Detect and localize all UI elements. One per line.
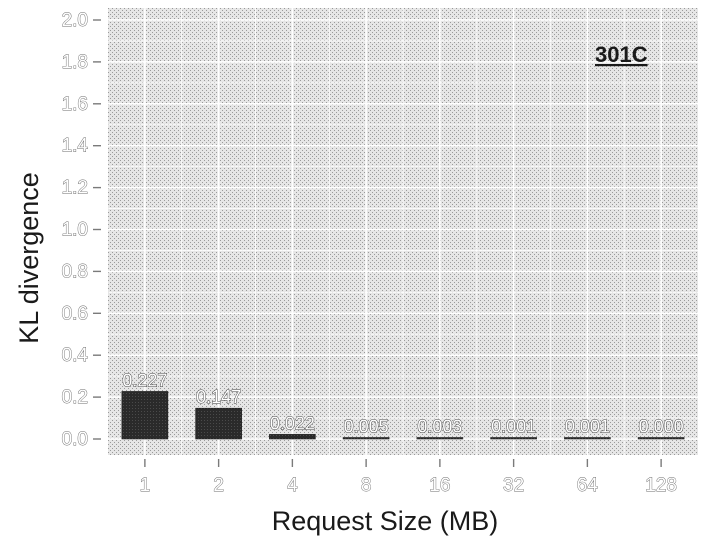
- grid-lines: [108, 8, 698, 455]
- x-tick-label: 8: [361, 475, 372, 496]
- data-label-2: 0.147: [196, 387, 241, 407]
- x-tick-label: 128: [645, 475, 677, 496]
- y-tick-label: 1.0: [62, 220, 88, 241]
- x-axis: 1 2 4 8 16 32 64 128: [139, 459, 677, 496]
- bar-2: [195, 407, 242, 440]
- bars: [121, 391, 685, 440]
- bar-4: [269, 434, 316, 440]
- x-tick-label: 4: [287, 475, 298, 496]
- y-axis-title: KL divergence: [14, 172, 44, 344]
- data-label-32: 0.001: [491, 417, 536, 437]
- data-label-8: 0.005: [344, 417, 389, 437]
- y-axis: 0.0 0.2 0.4 0.6 0.8 1.0 1.2 1.4 1.6 1.8 2.0: [61, 10, 101, 450]
- y-tick-label: 0.8: [62, 261, 88, 282]
- x-tick-label: 1: [140, 475, 151, 496]
- y-tick-label: 0.0: [62, 429, 88, 450]
- bar-32: [490, 437, 537, 440]
- x-tick-label: 32: [503, 475, 524, 496]
- bar-8: [342, 437, 390, 440]
- data-label-1: 0.227: [122, 370, 167, 390]
- y-tick-label: 1.8: [62, 52, 88, 73]
- y-tick-label: 1.2: [62, 178, 88, 199]
- y-tick-label: 0.2: [62, 387, 88, 408]
- y-tick-label: 1.4: [62, 136, 89, 157]
- x-axis-title: Request Size (MB): [272, 506, 499, 536]
- x-tick-label: 64: [577, 475, 599, 496]
- y-tick-label: 0.4: [62, 345, 89, 366]
- bar-128: [637, 437, 685, 440]
- data-label-4: 0.022: [270, 413, 315, 433]
- figure-label: 301C: [595, 42, 648, 67]
- y-tick-label: 2.0: [62, 10, 88, 31]
- y-tick-label: 1.6: [62, 94, 88, 115]
- y-tick-label: 0.6: [62, 303, 88, 324]
- x-tick-label: 16: [429, 475, 450, 496]
- bar-1: [121, 391, 169, 440]
- data-label-64: 0.001: [565, 417, 610, 437]
- data-labels: 0.227 0.147 0.022 0.005 0.003 0.001 0.001 0.000: [122, 370, 684, 437]
- data-label-16: 0.003: [417, 417, 462, 437]
- bar-16: [416, 437, 464, 440]
- x-tick-label: 2: [213, 475, 224, 496]
- bar-64: [564, 437, 611, 440]
- data-label-128: 0.000: [639, 417, 684, 437]
